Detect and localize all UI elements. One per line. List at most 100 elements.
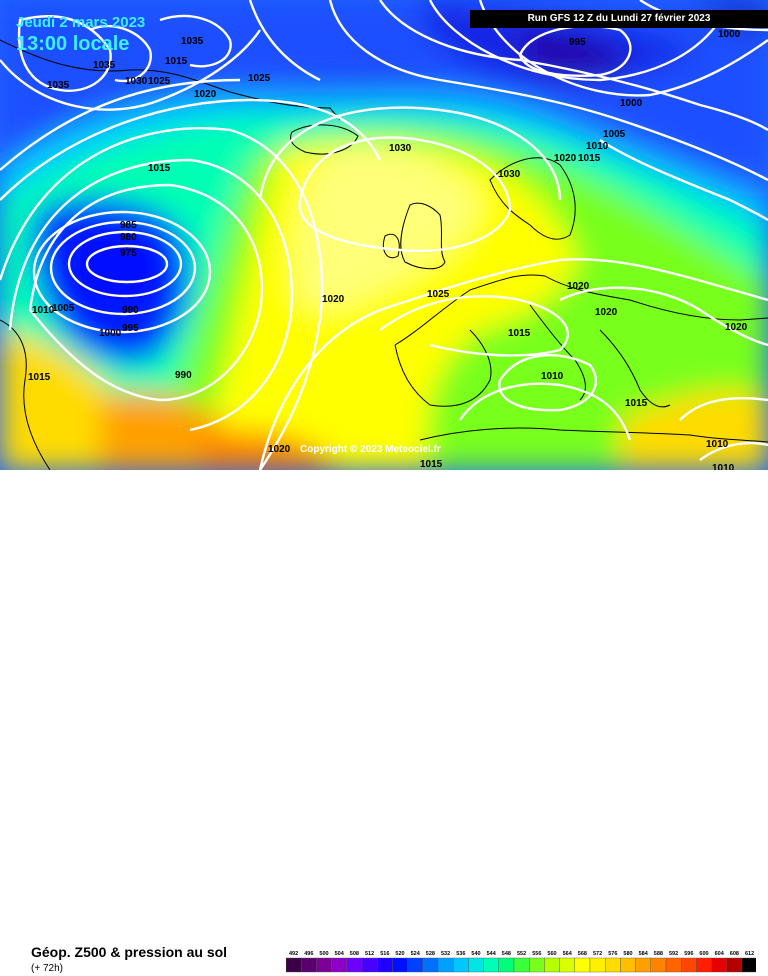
isobar-label: 1020 — [268, 444, 291, 455]
scale-swatch — [376, 957, 393, 973]
scale-tick-label: 520 — [395, 951, 404, 957]
forecast-date: Jeudi 2 mars 2023 — [16, 14, 146, 31]
north-africa-coast — [419, 427, 768, 443]
scale-tick-label: 576 — [608, 951, 617, 957]
isobar-label: 1030 — [498, 169, 521, 180]
scale-tick-label: 532 — [441, 951, 450, 957]
scale-swatch — [422, 957, 439, 973]
isobar-label: 1025 — [248, 73, 271, 84]
scale-tick-label: 600 — [699, 951, 708, 957]
scale-tick-label: 556 — [532, 951, 541, 957]
scale-swatch — [726, 957, 743, 973]
scale-tick-label: 612 — [745, 951, 754, 957]
isobar-label: 990 — [175, 370, 192, 381]
scale-swatch — [346, 957, 363, 973]
isobar-label: 1015 — [165, 56, 188, 67]
scale-swatch — [361, 957, 378, 973]
isobar-label: 1020 — [194, 89, 217, 100]
iceland-coast — [290, 124, 359, 155]
scale-tick-label: 512 — [365, 951, 374, 957]
isobar-label: 1005 — [52, 303, 75, 314]
isobar-labels: 1035 1035 1015 1030 1025 1035 1025 1020 … — [28, 29, 748, 470]
scale-swatch — [681, 957, 697, 973]
scale-tick-label: 500 — [319, 951, 328, 957]
balkan-coast — [599, 329, 671, 408]
scale-tick-label: 492 — [289, 951, 298, 957]
scale-tick-label: 560 — [547, 951, 556, 957]
scale-swatch — [544, 957, 560, 973]
scale-tick-label: 544 — [487, 951, 497, 957]
isobar-label: 1010 — [586, 141, 609, 152]
isobar-label: 1015 — [625, 398, 648, 409]
scale-swatch — [696, 957, 712, 973]
isobar-label: 1015 — [508, 328, 531, 339]
scale-tick-label: 568 — [578, 951, 587, 957]
isobar-label: 1020 — [725, 322, 748, 333]
scale-tick-label: 588 — [654, 951, 663, 957]
isobar-label: 975 — [120, 248, 137, 259]
scale-swatch — [574, 957, 591, 973]
isobar-label: 990 — [122, 305, 139, 316]
geopotential-color-scale: 492 496 500 504 508 512 516 520 524 528 532 536 540 5… — [286, 951, 756, 973]
canada-coast — [0, 319, 51, 470]
isobar-label: 1010 — [541, 371, 564, 382]
scale-swatch — [286, 957, 302, 973]
scale-swatch — [528, 957, 545, 973]
scale-swatch — [559, 957, 576, 973]
isobar-label: 1035 — [47, 80, 70, 91]
scale-swatch — [300, 957, 317, 973]
scale-swatch — [513, 957, 530, 973]
isobar-label: 1030 — [125, 76, 148, 87]
forecast-map: 1035 1035 1015 1030 1025 1035 1025 1020 … — [0, 0, 768, 470]
scale-tick-label: 508 — [350, 951, 359, 957]
isobar-label: 1000 — [718, 29, 741, 40]
isobar-label: 1020 — [554, 153, 577, 164]
scale-tick-label: 580 — [623, 951, 632, 957]
scale-tick-label: 548 — [502, 951, 511, 957]
isobar-label: 980 — [120, 232, 137, 243]
isobar-label: 995 — [569, 37, 586, 48]
scale-tick-label: 596 — [684, 951, 693, 957]
europe-coast — [394, 274, 768, 346]
scale-tick-label: 592 — [669, 951, 678, 957]
isobar-label: 1020 — [595, 307, 618, 318]
scale-swatch — [635, 957, 652, 973]
scale-tick-label: 540 — [471, 951, 480, 957]
scale-swatch — [620, 957, 636, 973]
scale-tick-label: 524 — [411, 951, 421, 957]
scale-swatch — [316, 957, 332, 973]
isobar-label: 1030 — [389, 143, 412, 154]
scale-tick-label: 572 — [593, 951, 602, 957]
isobar-label: 985 — [120, 220, 137, 231]
scale-swatch — [483, 957, 500, 973]
isobar-label: 1000 — [620, 98, 643, 109]
isobar-label: 1035 — [181, 36, 204, 47]
legend-title: Géop. Z500 & pression au sol — [31, 944, 228, 960]
scale-swatch — [605, 957, 621, 973]
scale-tick-label: 552 — [517, 951, 526, 957]
isobar-label: 1025 — [427, 289, 450, 300]
model-run-banner: Run GFS 12 Z du Lundi 27 février 2023 — [470, 10, 768, 28]
scale-swatch — [711, 957, 728, 973]
scale-tick-label: 496 — [304, 951, 313, 957]
legend-footer: Géop. Z500 & pression au sol (+ 72h) 492… — [0, 470, 768, 974]
scale-tick-label: 608 — [730, 951, 739, 957]
scale-swatch — [589, 957, 606, 973]
scandinavia-coast — [489, 157, 576, 240]
scale-tick-label: 528 — [426, 951, 435, 957]
scale-swatch — [437, 957, 454, 973]
isobar-label: 1010 — [32, 305, 55, 316]
isobar-label: 1000 — [99, 328, 122, 339]
isobar-label: 1010 — [706, 439, 729, 450]
scale-swatch — [452, 957, 469, 973]
isobar-label: 1015 — [28, 372, 51, 383]
scale-tick-label: 564 — [563, 951, 573, 957]
isobar-label: 1025 — [148, 76, 171, 87]
isobar-label: 1015 — [578, 153, 601, 164]
scale-swatch — [650, 957, 667, 973]
scale-swatch — [741, 957, 756, 973]
legend-subtitle: (+ 72h) — [31, 963, 63, 974]
isobar-label: 1015 — [420, 459, 443, 470]
isobar-label: 1010 — [712, 463, 735, 470]
